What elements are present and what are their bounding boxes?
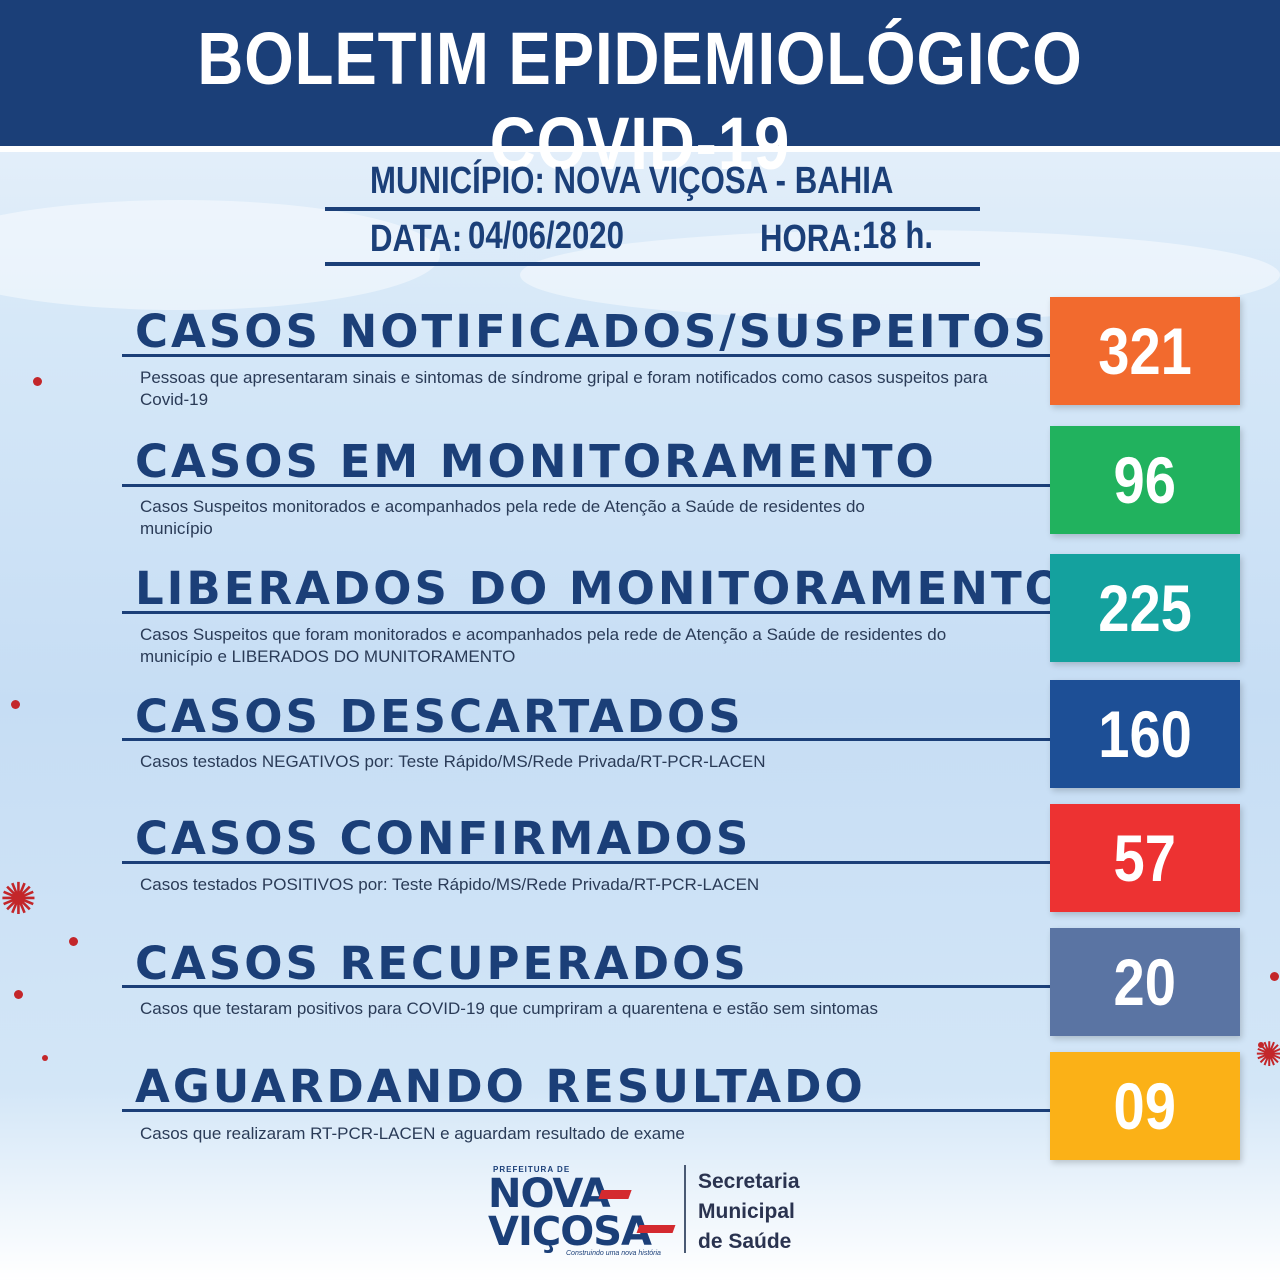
page-title: BOLETIM EPIDEMIOLÓGICO COVID-19 <box>197 17 1083 185</box>
stat-title: CASOS NOTIFICADOS/SUSPEITOS <box>135 305 1049 358</box>
row-divider <box>122 738 1050 741</box>
stat-value-box: 09 <box>1050 1052 1240 1160</box>
stat-value-box: 225 <box>1050 554 1240 662</box>
virus-icon: ✺ <box>0 875 37 924</box>
stat-title: CASOS DESCARTADOS <box>135 690 744 743</box>
nova-vicosa-logo: PREFEITURA DE NOVA VIÇOSA Construindo um… <box>488 1165 678 1260</box>
stat-value: 225 <box>1098 571 1192 645</box>
logo-prefeitura-text: PREFEITURA DE <box>493 1165 571 1174</box>
secretaria-line: de Saúde <box>698 1230 792 1253</box>
header-banner: BOLETIM EPIDEMIOLÓGICO COVID-19 <box>0 0 1280 185</box>
virus-dot-icon <box>33 377 42 386</box>
row-divider <box>122 611 1050 614</box>
logo-nova-text: NOVA <box>488 1171 611 1217</box>
stat-title: LIBERADOS DO MONITORAMENTO <box>135 562 1066 615</box>
row-divider <box>122 985 1050 988</box>
stat-description: Casos que realizaram RT-PCR-LACEN e agua… <box>140 1124 685 1143</box>
virus-dot-icon <box>11 700 20 709</box>
stat-value-box: 57 <box>1050 804 1240 912</box>
footer-divider <box>684 1165 686 1253</box>
stat-value: 20 <box>1113 945 1177 1019</box>
stat-description: Casos Suspeitos monitorados e acompanhad… <box>140 497 865 538</box>
stat-description: Pessoas que apresentaram sinais e sintom… <box>140 368 988 409</box>
date-value: 04/06/2020 <box>468 215 624 257</box>
hour-label: HORA: <box>760 218 863 260</box>
stat-title: CASOS CONFIRMADOS <box>135 812 752 865</box>
secretaria-line: Secretaria <box>698 1170 800 1193</box>
date-label: DATA: <box>370 218 463 260</box>
stat-value: 09 <box>1113 1069 1177 1143</box>
virus-dot-icon <box>42 1055 48 1061</box>
secretaria-label: Secretaria Municipal de Saúde <box>698 1167 800 1257</box>
row-divider <box>122 1109 1050 1112</box>
logo-vicosa-text: VIÇOSA <box>488 1209 652 1255</box>
stat-value: 321 <box>1098 314 1192 388</box>
stat-value: 160 <box>1098 697 1192 771</box>
row-divider <box>122 861 1050 864</box>
stat-title: CASOS EM MONITORAMENTO <box>135 435 937 488</box>
virus-dot-icon <box>1270 972 1279 981</box>
logo-red-stripe <box>598 1190 632 1199</box>
stat-title: AGUARDANDO RESULTADO <box>135 1060 866 1113</box>
background-cloud <box>0 200 440 310</box>
virus-dot-icon <box>69 937 78 946</box>
stat-description: Casos Suspeitos que foram monitorados e … <box>140 625 947 666</box>
stat-description: Casos testados POSITIVOS por: Teste Rápi… <box>140 875 760 894</box>
logo-red-stripe <box>636 1225 676 1233</box>
stat-value-box: 20 <box>1050 928 1240 1036</box>
stat-value: 96 <box>1113 443 1177 517</box>
virus-icon: ✺ <box>1255 1036 1280 1074</box>
municipio-label: MUNICÍPIO: NOVA VIÇOSA - BAHIA <box>370 160 894 202</box>
divider <box>325 262 980 266</box>
stat-description: Casos testados NEGATIVOS por: Teste Rápi… <box>140 752 766 771</box>
secretaria-line: Municipal <box>698 1200 795 1223</box>
virus-dot-icon <box>14 990 23 999</box>
stat-value-box: 160 <box>1050 680 1240 788</box>
stat-value-box: 96 <box>1050 426 1240 534</box>
row-divider <box>122 354 1050 357</box>
stat-description: Casos que testaram positivos para COVID-… <box>140 999 878 1018</box>
row-divider <box>122 484 1050 487</box>
stat-title: CASOS RECUPERADOS <box>135 937 749 990</box>
stat-value: 57 <box>1113 821 1177 895</box>
hour-value: 18 h. <box>862 215 934 257</box>
divider <box>325 207 980 211</box>
virus-dot-icon <box>1258 1042 1264 1048</box>
stat-value-box: 321 <box>1050 297 1240 405</box>
logo-tagline: Construindo uma nova história <box>566 1250 661 1257</box>
